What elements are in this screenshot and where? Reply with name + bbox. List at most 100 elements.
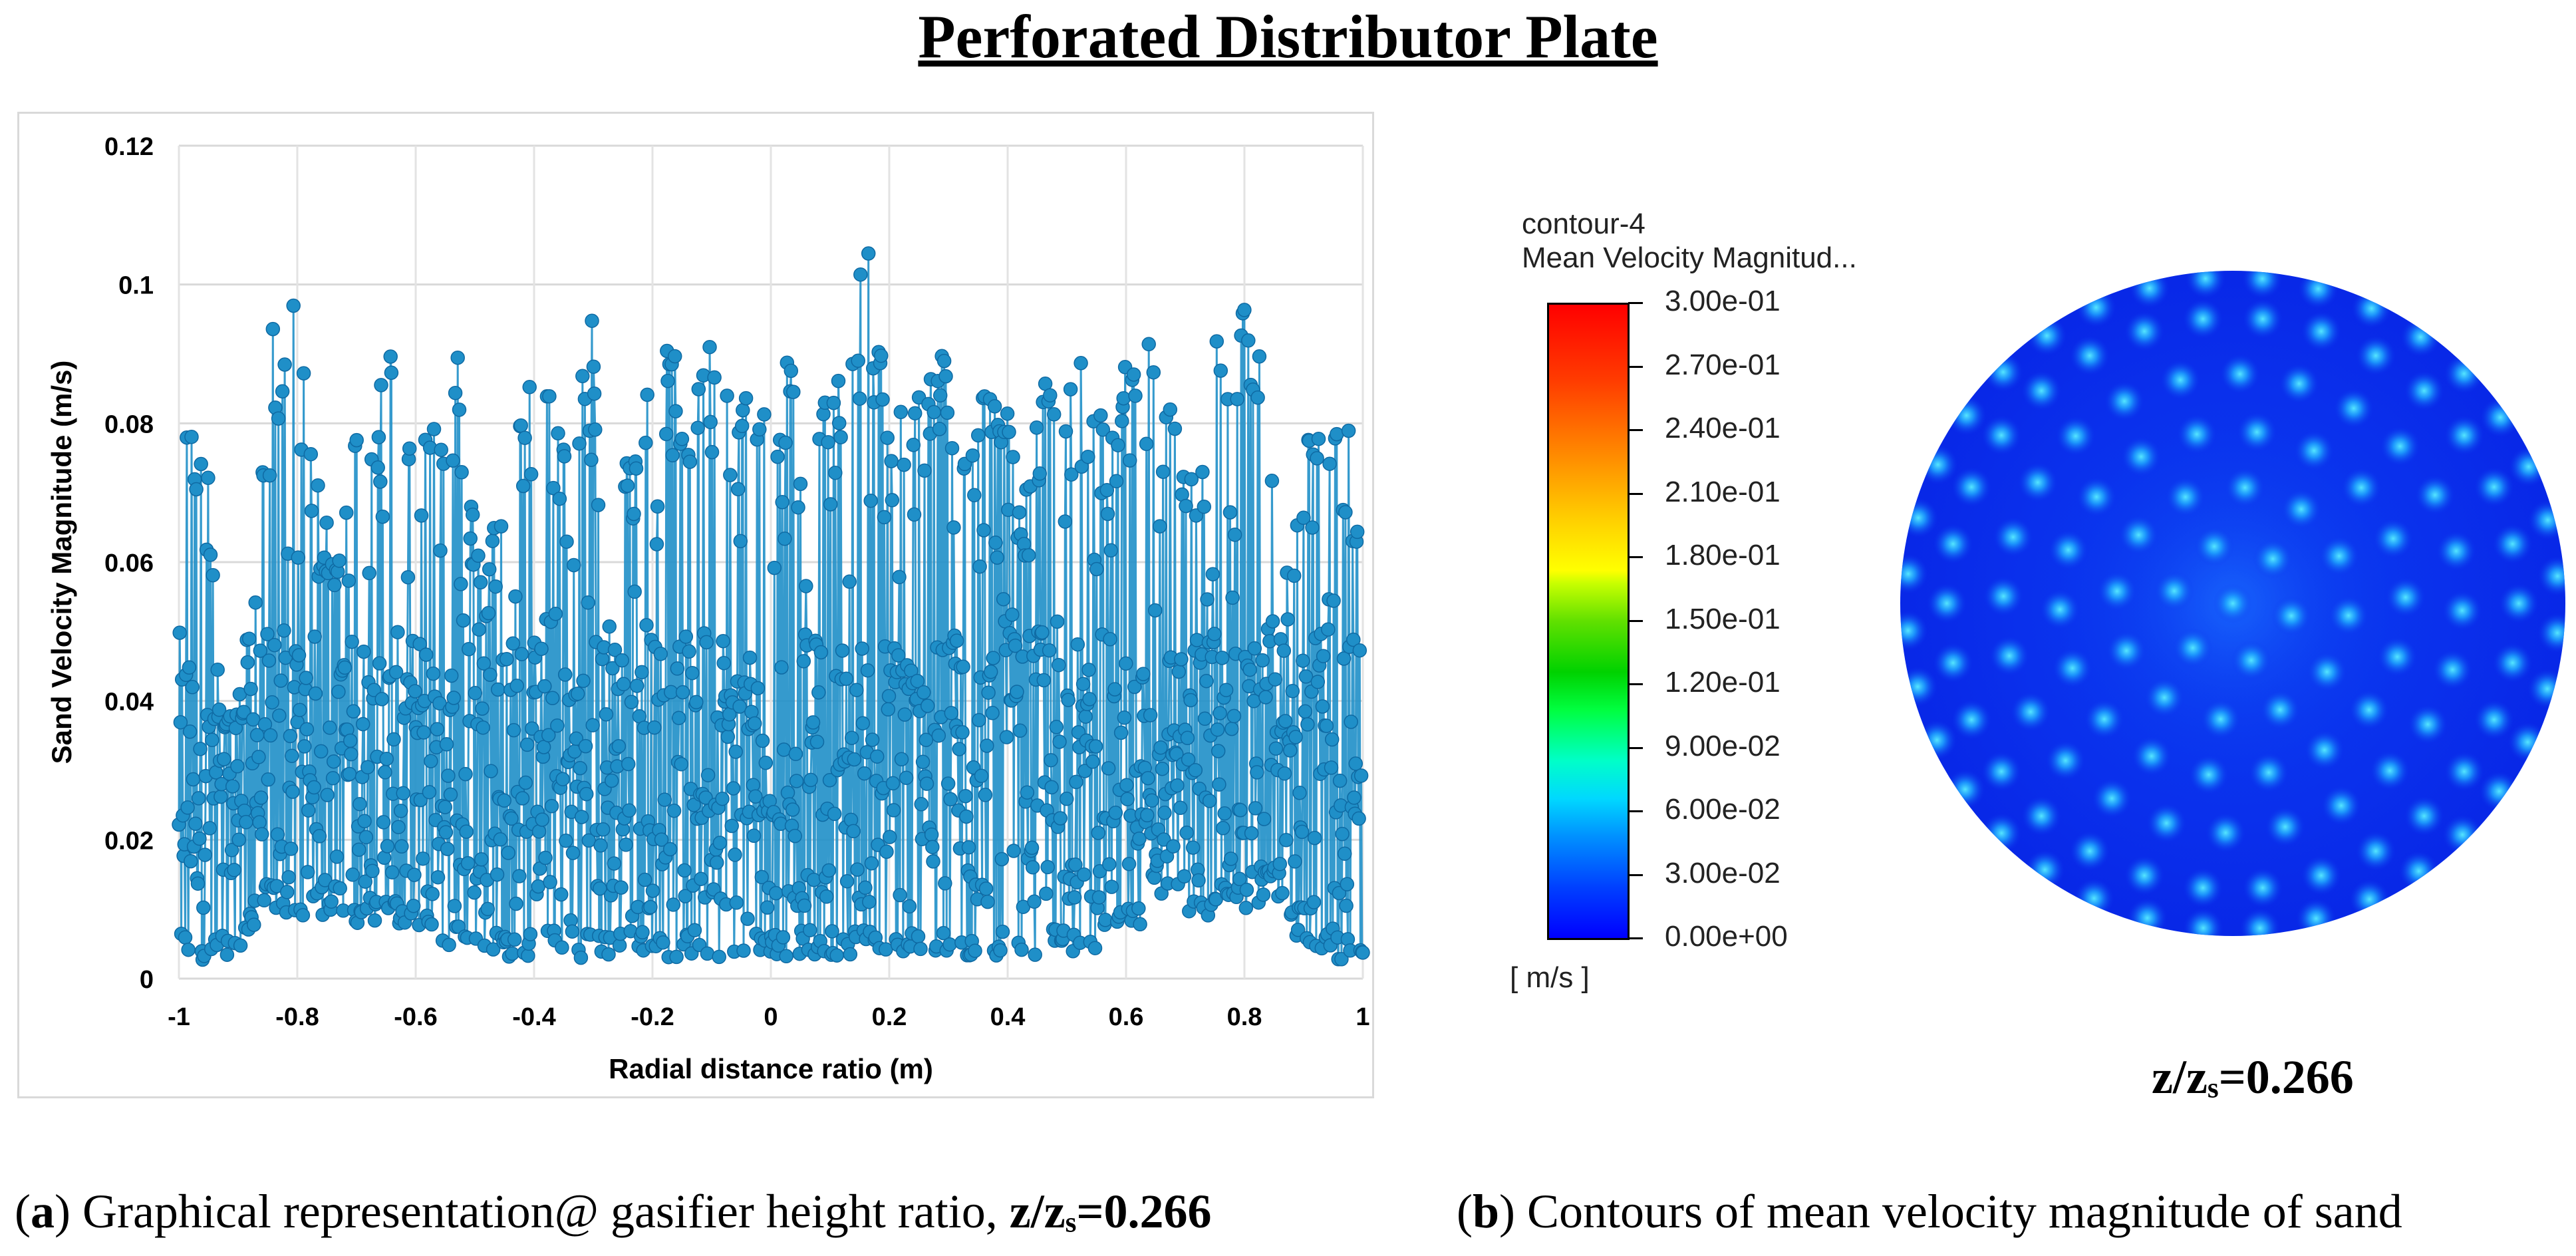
data-point — [778, 532, 792, 546]
data-point — [481, 605, 496, 621]
data-point — [505, 636, 521, 651]
data-point — [619, 838, 633, 852]
data-point — [972, 559, 987, 574]
data-point — [408, 684, 422, 699]
data-point — [418, 647, 434, 662]
data-point — [441, 768, 456, 783]
colorbar-subtitle: Mean Velocity Magnitud... — [1522, 241, 1857, 274]
data-point — [1091, 826, 1105, 840]
contour-spot — [2055, 416, 2096, 456]
data-point — [952, 742, 966, 756]
chart-panel: 0 0.02 0.04 0.06 0.08 0.1 0.12 -1 -0.8 -0.6 -0.4 -0… — [17, 112, 1374, 1098]
contour-spot — [2124, 311, 2165, 351]
data-point — [545, 691, 560, 706]
data-point — [1145, 793, 1159, 808]
colorbar-unit: [ m/s ] — [1510, 961, 1590, 994]
data-point — [584, 452, 599, 467]
data-point — [447, 899, 462, 913]
data-point — [654, 832, 669, 847]
contour-spot — [2021, 371, 2062, 411]
data-point — [1246, 694, 1261, 708]
data-point — [906, 438, 921, 452]
data-point — [666, 803, 682, 818]
data-point — [621, 756, 636, 772]
contour-spot — [2444, 415, 2484, 456]
data-point — [243, 681, 258, 697]
data-point — [1044, 780, 1059, 795]
data-point — [393, 804, 408, 818]
data-point — [513, 418, 528, 433]
data-point — [480, 901, 496, 917]
data-point — [311, 478, 325, 493]
contour-spot — [2296, 898, 2337, 936]
data-point — [1226, 708, 1242, 724]
data-point — [698, 790, 713, 805]
y-tick-label: 0.1 — [118, 272, 154, 300]
data-point — [1244, 826, 1259, 841]
colorbar-tick — [1628, 873, 1643, 876]
contour-spot — [2219, 354, 2260, 394]
data-point — [230, 759, 245, 774]
data-point — [987, 399, 1002, 414]
data-point — [897, 707, 913, 722]
contour-spot — [2356, 831, 2396, 871]
data-point — [899, 770, 914, 785]
data-point — [965, 448, 980, 463]
data-point — [851, 353, 865, 368]
data-point — [1298, 704, 1313, 719]
data-point — [911, 929, 926, 944]
data-point — [196, 900, 211, 915]
data-point — [1300, 717, 1315, 732]
colorbar-title: contour-4 — [1522, 208, 1646, 240]
data-point — [1064, 467, 1079, 482]
data-point — [1141, 337, 1156, 352]
data-point — [270, 827, 285, 842]
data-point — [291, 648, 307, 663]
data-point — [1177, 869, 1192, 884]
data-point — [391, 820, 406, 834]
contour-spot — [1951, 699, 1992, 740]
data-point — [1207, 627, 1222, 641]
data-point — [536, 740, 551, 754]
data-point — [1290, 922, 1306, 937]
data-point — [1085, 754, 1100, 769]
data-point — [1005, 607, 1020, 622]
caption-a-z: z/z — [1009, 1185, 1066, 1238]
velocity-chart: 0 0.02 0.04 0.06 0.08 0.1 0.12 -1 -0.8 -0.6 -0.4 -0… — [46, 133, 1370, 1084]
data-point — [576, 673, 591, 689]
data-point — [1040, 860, 1055, 875]
data-point — [656, 935, 670, 950]
data-point — [180, 800, 195, 815]
data-point — [732, 699, 747, 714]
data-point — [907, 406, 923, 420]
data-point — [1225, 590, 1240, 605]
data-point — [635, 925, 650, 940]
data-point — [358, 830, 374, 845]
data-point — [1067, 890, 1082, 905]
contour-spot — [2319, 536, 2359, 576]
data-point — [1010, 685, 1024, 699]
data-point — [252, 815, 267, 830]
contour-spot — [1927, 583, 1967, 623]
data-point — [993, 943, 1008, 958]
contour-spot — [2341, 468, 2382, 508]
contour-spot — [2373, 518, 2414, 559]
data-point — [1128, 389, 1143, 403]
data-point — [1217, 806, 1232, 821]
data-point — [446, 691, 461, 705]
data-point — [1174, 652, 1189, 667]
data-point — [1113, 725, 1129, 740]
data-point — [915, 754, 930, 770]
data-point — [231, 832, 246, 848]
data-point — [1044, 752, 1058, 768]
data-point — [599, 707, 614, 722]
contour-spot — [2442, 590, 2482, 631]
contour-spot — [1983, 576, 2024, 617]
data-point — [1029, 420, 1044, 435]
data-point — [821, 434, 835, 450]
data-point — [1350, 524, 1365, 540]
colorbar-tick — [1628, 365, 1643, 368]
contour-spot — [2377, 637, 2418, 677]
data-point — [439, 737, 454, 752]
colorbar-tick-label: 9.00e-02 — [1665, 729, 1781, 762]
